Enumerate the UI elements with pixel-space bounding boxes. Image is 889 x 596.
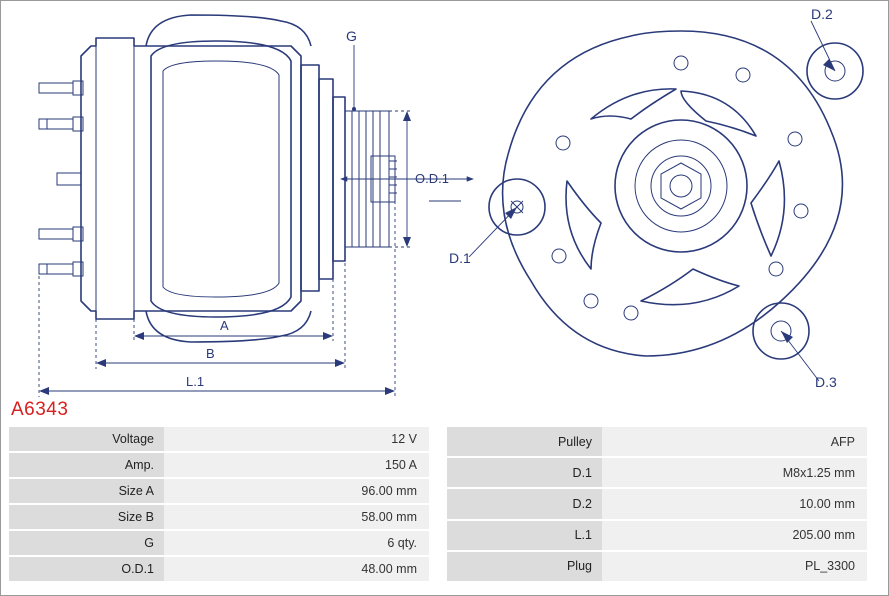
callout-d1: D.1 <box>449 250 471 266</box>
side-view: G O.D.1 A <box>39 15 473 397</box>
callout-a: A <box>220 318 229 333</box>
spec-value: 96.00 mm <box>164 479 429 503</box>
spec-value: 58.00 mm <box>164 505 429 529</box>
spec-row: PlugPL_3300 <box>447 552 867 581</box>
spec-label: Size A <box>9 479 164 503</box>
spec-row: L.1205.00 mm <box>447 521 867 550</box>
rear-view: D.1 D.2 D.3 <box>449 6 863 390</box>
spec-label: O.D.1 <box>9 557 164 581</box>
technical-drawing: G O.D.1 A <box>1 1 888 401</box>
spec-value: 10.00 mm <box>602 489 867 518</box>
spec-row: Size A96.00 mm <box>9 479 429 503</box>
page: G O.D.1 A <box>0 0 889 596</box>
spec-value: 150 A <box>164 453 429 477</box>
spec-row: PulleyAFP <box>447 427 867 456</box>
spec-row: D.210.00 mm <box>447 489 867 518</box>
spec-value: 12 V <box>164 427 429 451</box>
spec-row: G6 qty. <box>9 531 429 555</box>
spec-row: D.1M8x1.25 mm <box>447 458 867 487</box>
spec-value: 205.00 mm <box>602 521 867 550</box>
spec-value: PL_3300 <box>602 552 867 581</box>
spec-label: L.1 <box>447 521 602 550</box>
callout-l1: L.1 <box>186 374 204 389</box>
spec-label: D.2 <box>447 489 602 518</box>
spec-row: Voltage12 V <box>9 427 429 451</box>
spec-row: Size B58.00 mm <box>9 505 429 529</box>
spec-value: M8x1.25 mm <box>602 458 867 487</box>
spec-label: Pulley <box>447 427 602 456</box>
spec-value: 6 qty. <box>164 531 429 555</box>
spec-label: Plug <box>447 552 602 581</box>
spec-table-left: Voltage12 VAmp.150 ASize A96.00 mmSize B… <box>9 425 429 583</box>
spec-row: O.D.148.00 mm <box>9 557 429 581</box>
part-number: A6343 <box>11 399 68 421</box>
callout-d3: D.3 <box>815 374 837 390</box>
spec-tables: Voltage12 VAmp.150 ASize A96.00 mmSize B… <box>9 425 867 583</box>
spec-table-right: PulleyAFPD.1M8x1.25 mmD.210.00 mmL.1205.… <box>447 425 867 583</box>
spec-row: Amp.150 A <box>9 453 429 477</box>
spec-label: Voltage <box>9 427 164 451</box>
spec-label: Amp. <box>9 453 164 477</box>
callout-b: B <box>206 346 215 361</box>
callout-d2: D.2 <box>811 6 833 22</box>
spec-label: Size B <box>9 505 164 529</box>
callout-od1: O.D.1 <box>415 171 449 186</box>
callout-g: G <box>346 28 357 44</box>
spec-label: D.1 <box>447 458 602 487</box>
spec-label: G <box>9 531 164 555</box>
spec-value: AFP <box>602 427 867 456</box>
spec-value: 48.00 mm <box>164 557 429 581</box>
drawing-svg: G O.D.1 A <box>1 1 889 401</box>
